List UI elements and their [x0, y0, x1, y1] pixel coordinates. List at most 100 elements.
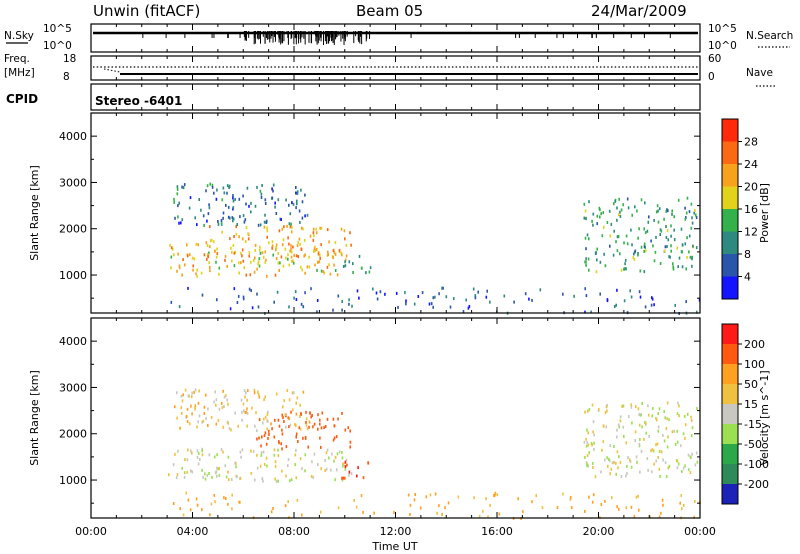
range-cell — [324, 425, 327, 428]
range-cell — [673, 228, 675, 232]
range-cell — [344, 258, 347, 262]
range-cell — [239, 450, 242, 454]
range-cell — [585, 217, 587, 221]
range-cell — [689, 455, 692, 459]
range-cell — [264, 202, 267, 205]
range-cell — [666, 445, 669, 449]
range-cell — [682, 432, 685, 436]
range-cell — [214, 471, 217, 475]
range-cell — [253, 270, 256, 274]
range-cell — [676, 412, 679, 416]
range-cell — [657, 429, 660, 433]
range-cell — [676, 429, 678, 433]
range-cell — [223, 191, 226, 195]
range-cell — [635, 405, 637, 409]
range-cell — [214, 500, 216, 504]
range-cell — [201, 508, 203, 512]
range-cell — [430, 302, 433, 306]
range-cell — [287, 458, 290, 462]
range-cell — [205, 189, 207, 193]
range-cell — [227, 215, 230, 219]
range-cell — [655, 443, 657, 447]
range-cell — [209, 182, 211, 186]
range-cell — [301, 467, 303, 471]
range-cell — [362, 476, 365, 480]
range-cell — [695, 246, 698, 250]
range-cell — [592, 212, 595, 216]
range-cell — [222, 450, 224, 454]
range-cell — [338, 450, 341, 454]
range-cell — [615, 303, 617, 307]
range-cell — [569, 495, 572, 499]
range-cell — [260, 451, 263, 455]
range-cell — [622, 203, 624, 207]
range-cell — [207, 212, 210, 216]
range-cell — [262, 421, 264, 425]
range-cell — [206, 257, 208, 261]
range-cell — [284, 504, 287, 508]
range-cell — [319, 226, 321, 230]
range-cell — [186, 420, 189, 424]
range-cell — [276, 290, 279, 294]
range-cell — [254, 243, 257, 247]
range-cell — [662, 503, 664, 507]
range-cell — [613, 229, 615, 233]
range-cell — [261, 251, 264, 255]
range-cell — [665, 427, 668, 431]
range-cell — [666, 229, 669, 233]
range-cell — [285, 425, 287, 429]
range-cell — [239, 215, 241, 219]
range-cell — [677, 265, 679, 269]
range-cell — [595, 270, 598, 274]
range-cell — [277, 251, 279, 255]
range-cell — [634, 430, 637, 434]
range-cell — [618, 455, 620, 459]
range-cell — [619, 252, 621, 256]
range-cell — [299, 427, 302, 431]
range-cell — [242, 259, 245, 263]
range-cell — [295, 401, 297, 405]
range-cell — [275, 479, 278, 483]
range-cell — [251, 406, 253, 410]
range-cell — [609, 244, 611, 248]
range-cell — [206, 474, 209, 477]
range-cell — [248, 204, 250, 208]
range-cell — [605, 425, 608, 429]
range-cell — [691, 221, 694, 225]
range-cell — [196, 503, 199, 507]
range-cell — [650, 303, 653, 307]
range-cell — [647, 468, 649, 472]
range-cell — [541, 506, 544, 510]
range-cell — [177, 215, 179, 219]
range-cell — [176, 269, 178, 273]
range-cell — [315, 248, 318, 251]
range-cell — [256, 453, 258, 457]
range-cell — [429, 493, 432, 497]
range-cell — [681, 250, 683, 254]
range-cell — [341, 478, 344, 482]
range-cell — [231, 507, 233, 511]
range-cell — [620, 208, 623, 212]
range-cell — [407, 493, 410, 497]
range-cell — [585, 247, 587, 251]
range-cell — [242, 194, 244, 198]
range-cell — [441, 286, 443, 290]
beam-title: Beam 05 — [356, 2, 423, 20]
range-cell — [685, 267, 687, 271]
range-cell — [196, 449, 199, 453]
range-cell — [362, 510, 364, 514]
range-cell — [593, 441, 595, 445]
range-cell — [201, 468, 203, 472]
range-cell — [587, 257, 590, 261]
range-cell — [196, 274, 198, 278]
velocity-ylabel: Slant Range [km] — [28, 370, 41, 466]
range-cell — [305, 410, 307, 414]
range-cell — [230, 246, 232, 250]
range-cell — [666, 245, 668, 248]
range-cell — [236, 475, 238, 479]
range-cell — [522, 510, 524, 514]
range-cell — [260, 192, 263, 196]
range-cell — [643, 242, 646, 246]
range-cell — [447, 501, 450, 505]
range-cell — [626, 464, 628, 468]
